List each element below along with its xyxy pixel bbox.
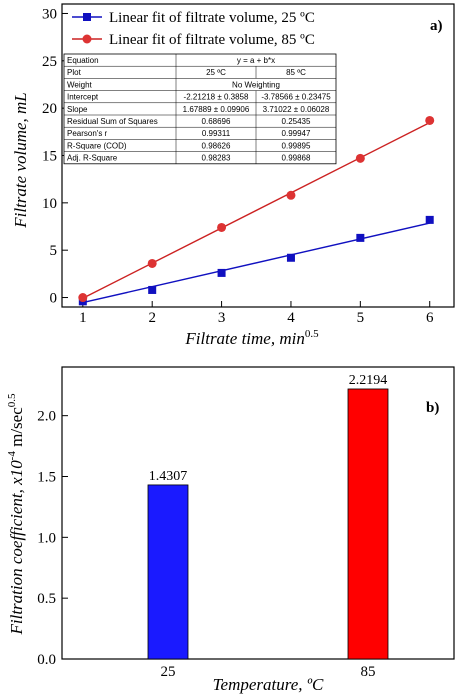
y-tick-label-a-15: 15 <box>42 149 57 165</box>
stats-cell-85c: 0.99947 <box>282 129 311 138</box>
y-tick-label-a-5: 5 <box>50 243 58 259</box>
data-point-25c-3 <box>217 268 226 277</box>
panel-b-ylabel-sup2: 0.5 <box>6 393 18 407</box>
stats-cell-85c: 0.25435 <box>282 117 311 126</box>
legend-a: Linear fit of filtrate volume, 25 ºC Lin… <box>72 10 315 48</box>
stats-cell-25c: -2.21218 ± 0.3858 <box>184 93 249 102</box>
stats-row-label: Plot <box>67 68 82 77</box>
stats-row-label: Residual Sum of Squares <box>67 117 158 126</box>
stats-cell-85c: 3.71022 ± 0.06028 <box>263 105 330 114</box>
data-point-85c-2 <box>147 258 157 268</box>
panel-a-xlabel: Filtrate time, min0.5 <box>184 328 319 348</box>
y-tick-label-b-0.5: 0.5 <box>37 591 56 607</box>
panel-a-ylabel: Filtrate volume, mL <box>11 92 30 229</box>
fit-line-series-1 <box>82 121 431 299</box>
stats-row-label: Weight <box>67 80 93 89</box>
stats-cell-85c: 0.99868 <box>282 154 311 163</box>
panel-b-ylabel-units: m/sec <box>7 407 26 451</box>
stats-row-label: Intercept <box>67 93 99 102</box>
stats-cell-85c: -3.78566 ± 0.23475 <box>261 93 331 102</box>
stats-cell-merged: No Weighting <box>232 80 280 89</box>
y-tick-label-b-2.0: 2.0 <box>37 409 56 425</box>
stats-cell-85c: 85 ºC <box>286 68 306 77</box>
fit-statistics-table: Equation y = a + b*x Plot 25 ºC 85 ºC Weight N… <box>63 53 337 165</box>
stats-row-label: Adj. R-Square <box>67 154 118 163</box>
x-tick-label-b-85: 85 <box>361 664 376 680</box>
y-tick-label-b-1.0: 1.0 <box>37 530 56 546</box>
stats-row-label: Equation <box>67 56 99 65</box>
legend-label-25: Linear fit of filtrate volume, 25 ºC <box>109 10 315 26</box>
y-tick-label-a-25: 25 <box>42 54 57 70</box>
stats-row-label: R-Square (COD) <box>67 141 127 150</box>
stats-cell-25c: 1.67889 ± 0.09906 <box>183 105 250 114</box>
stats-cell-merged: y = a + b*x <box>237 56 275 65</box>
bar-value-label-25c: 1.4307 <box>149 469 188 484</box>
stats-cell-25c: 0.68696 <box>202 117 231 126</box>
data-point-25c-5 <box>356 233 365 242</box>
x-tick-label-a-6: 6 <box>426 310 434 326</box>
stats-row-label: Pearson's r <box>67 129 108 138</box>
data-point-85c-1 <box>78 293 88 303</box>
data-point-25c-2 <box>148 285 157 294</box>
data-point-85c-5 <box>355 153 365 163</box>
x-tick-label-a-1: 1 <box>79 310 87 326</box>
panel-a-label: a) <box>430 18 443 34</box>
x-tick-label-a-5: 5 <box>357 310 365 326</box>
stats-cell-25c: 25 ºC <box>206 68 226 77</box>
panel-b-bar-chart: 0.0 0.5 1.0 1.5 2.0 25 85 1.4307 2.2194 b) Filt… <box>6 366 455 694</box>
stats-cell-85c: 0.99895 <box>282 141 311 150</box>
bar-value-label-85c: 2.2194 <box>349 373 388 388</box>
stats-row-label: Slope <box>67 105 88 114</box>
y-tick-label-a-20: 20 <box>42 101 57 117</box>
x-tick-label-b-25: 25 <box>161 664 176 680</box>
legend-marker-25 <box>83 13 91 21</box>
data-point-25c-6 <box>425 215 434 224</box>
fit-line-series-0 <box>82 222 430 304</box>
x-tick-label-a-2: 2 <box>148 310 156 326</box>
data-point-85c-4 <box>286 190 296 200</box>
panel-b-ylabel-text: Filtration coefficient, x10 <box>7 460 26 636</box>
stats-cell-25c: 0.98283 <box>202 154 231 163</box>
panel-a-xlabel-text: Filtrate time, min <box>184 329 304 348</box>
panel-b-ylabel: Filtration coefficient, x10-4 m/sec0.5 <box>6 393 26 636</box>
data-point-85c-3 <box>217 222 227 232</box>
panel-a-line-chart: 1 2 3 4 5 6 0 5 10 15 20 25 30 a) Linear fit of filt… <box>11 3 455 348</box>
y-tick-label-b-0.0: 0.0 <box>37 652 56 668</box>
data-point-85c-6 <box>425 115 435 125</box>
x-tick-label-a-3: 3 <box>218 310 226 326</box>
panel-b-plot-frame <box>61 366 455 660</box>
y-tick-label-a-10: 10 <box>42 196 57 212</box>
legend-label-85: Linear fit of filtrate volume, 85 ºC <box>109 32 315 48</box>
panel-b-xlabel: Temperature, ºC <box>213 675 324 694</box>
stats-cell-25c: 0.99311 <box>202 129 231 138</box>
bar-85c <box>347 388 389 660</box>
x-tick-label-a-4: 4 <box>287 310 295 326</box>
panel-b-ylabel-sup1: -4 <box>6 451 18 461</box>
data-point-25c-4 <box>286 253 295 262</box>
panel-b-label: b) <box>426 400 439 416</box>
y-tick-label-a-0: 0 <box>50 291 58 307</box>
bar-25c <box>147 484 189 660</box>
stats-cell-25c: 0.98626 <box>202 141 231 150</box>
y-tick-label-a-30: 30 <box>42 6 57 22</box>
legend-marker-85 <box>82 34 92 44</box>
panel-a-xlabel-sup: 0.5 <box>305 328 319 340</box>
y-tick-label-b-1.5: 1.5 <box>37 470 56 486</box>
stats-table-frame <box>63 53 337 165</box>
